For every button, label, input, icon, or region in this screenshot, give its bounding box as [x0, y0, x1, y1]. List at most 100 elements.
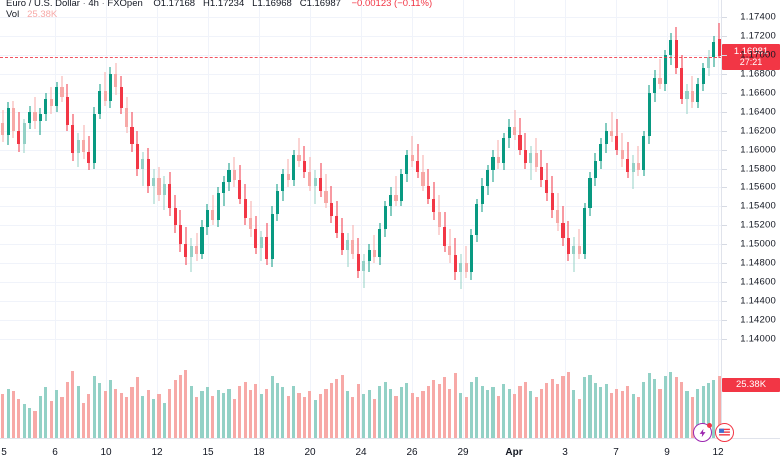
volume-bar — [475, 377, 479, 438]
volume-bar — [534, 397, 538, 438]
candlestick — [717, 0, 721, 438]
price-axis-tick-mark — [722, 187, 727, 189]
candle-body — [459, 263, 463, 273]
grid-line-vertical — [55, 0, 56, 438]
candlestick — [706, 0, 711, 438]
candle-body — [588, 178, 592, 209]
candle-body — [669, 40, 673, 56]
volume-bar — [356, 384, 360, 438]
candle-body — [222, 181, 226, 194]
volume-bar — [1, 394, 5, 438]
candle-body — [28, 111, 32, 124]
candle-body — [103, 91, 107, 101]
volume-bar — [103, 391, 107, 438]
candle-body — [626, 159, 630, 173]
candle-body — [146, 159, 150, 186]
candle-body — [362, 261, 366, 271]
candle-body — [195, 246, 199, 254]
candlestick — [200, 0, 204, 438]
volume-bar — [319, 394, 323, 438]
grid-line-vertical — [259, 0, 260, 438]
candle-body — [270, 213, 274, 260]
candle-body — [232, 170, 236, 180]
volume-bar — [432, 380, 436, 438]
candle-body — [529, 153, 533, 163]
candlestick — [712, 0, 716, 438]
candle-body — [119, 87, 123, 109]
candlestick — [647, 0, 651, 438]
time-axis[interactable]: 5 6 10 12 15 18 20 24 26 29 Apr 3 7 9 12 — [0, 438, 780, 471]
candlestick — [232, 0, 236, 438]
candle-wick — [104, 72, 106, 107]
volume-bar — [566, 371, 570, 438]
price-axis[interactable]: 1.16981 27:21 25.38K 1.17400 1.17200 1.170… — [721, 0, 780, 438]
candlestick — [286, 0, 290, 438]
volume-bar — [529, 391, 533, 438]
candlestick — [227, 0, 231, 438]
candlestick — [270, 0, 274, 438]
candlestick — [680, 0, 684, 438]
candle-wick — [395, 176, 397, 207]
exchange-label[interactable]: FXOpen — [107, 0, 143, 9]
volume-bar — [254, 384, 258, 438]
candle-body — [1, 123, 5, 135]
volume-bar — [211, 395, 215, 438]
candle-wick — [363, 253, 365, 288]
candle-body — [141, 159, 145, 169]
candlestick — [512, 0, 517, 438]
volume-bar — [265, 388, 269, 438]
candle-body — [243, 198, 247, 218]
candlestick — [11, 0, 16, 438]
candlestick — [701, 0, 705, 438]
candle-body — [6, 108, 10, 135]
candlestick — [281, 0, 285, 438]
price-axis-tick-mark — [722, 225, 727, 227]
current-price-line — [0, 57, 722, 59]
candle-body — [561, 223, 565, 239]
symbol-name[interactable]: Euro / U.S. Dollar — [6, 0, 80, 9]
candlestick — [599, 0, 603, 438]
candlestick — [162, 0, 166, 438]
candle-body — [297, 155, 301, 161]
candle-body — [356, 253, 360, 271]
price-axis-tick-mark — [722, 111, 727, 113]
candlestick — [173, 0, 177, 438]
candle-body — [556, 210, 560, 224]
candlestick — [583, 0, 587, 438]
price-axis-tick-mark — [722, 74, 727, 76]
change-value: −0.00123 (−0.11%) — [351, 0, 433, 9]
candle-body — [609, 130, 614, 137]
candle-body — [92, 113, 96, 163]
candlestick — [329, 0, 333, 438]
candle-body — [335, 215, 339, 233]
candle-body — [486, 170, 490, 186]
volume-bar — [275, 383, 280, 438]
volume-bar — [491, 387, 495, 438]
volume-bar — [523, 381, 527, 438]
us-flag-icon[interactable] — [715, 423, 734, 442]
price-axis-tick: 1.15000 — [740, 238, 776, 250]
candlestick — [103, 0, 107, 438]
candlestick — [178, 0, 183, 438]
volume-bar — [119, 392, 123, 438]
candle-body — [302, 161, 306, 173]
volume-bar — [270, 375, 274, 438]
candlestick — [6, 0, 10, 438]
candlestick — [184, 0, 188, 438]
volume-bar — [448, 388, 452, 438]
chart-plot-area[interactable] — [0, 0, 722, 438]
volume-bar — [76, 385, 80, 438]
candlestick — [157, 0, 161, 438]
candle-body — [151, 178, 156, 186]
candle-body — [200, 227, 204, 254]
grid-line-vertical — [310, 0, 311, 438]
volume-bar — [340, 374, 344, 438]
candlestick — [432, 0, 436, 438]
volume-bar — [243, 381, 247, 438]
candlestick — [674, 0, 678, 438]
candlestick — [308, 0, 312, 438]
interval-label[interactable]: 4h — [88, 0, 99, 9]
candle-body — [114, 74, 118, 88]
lightning-bolt-icon[interactable] — [693, 423, 712, 442]
candlestick — [55, 0, 59, 438]
